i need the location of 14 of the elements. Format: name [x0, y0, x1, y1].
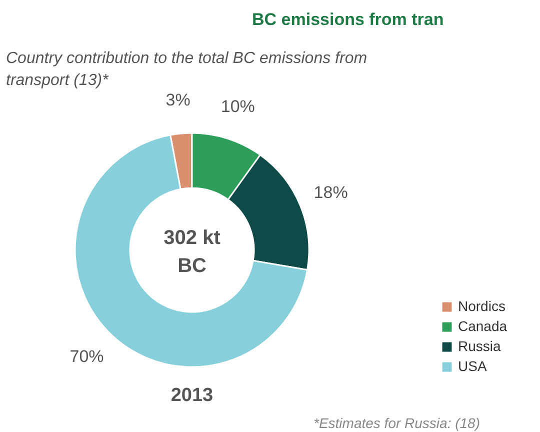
text: *Estimates for Russia: (18) — [314, 415, 480, 431]
data-label: 70% — [70, 346, 104, 366]
legend-label: USA — [458, 358, 488, 374]
legend-label: Canada — [458, 318, 508, 334]
chart-subtitle: Country contribution to the total BC emissions from transport (13)* — [6, 50, 368, 89]
data-label: 18% — [314, 183, 348, 202]
chart-title: BC emissions from tran — [252, 10, 444, 29]
text: 302 kt — [164, 227, 221, 249]
legend-label: Russia — [458, 338, 502, 354]
text: 2013 — [170, 385, 214, 406]
data-label: 10% — [220, 97, 255, 116]
data-label: 3% — [166, 90, 190, 110]
legend-label: Nordics — [458, 298, 506, 314]
text: BC — [178, 255, 206, 277]
